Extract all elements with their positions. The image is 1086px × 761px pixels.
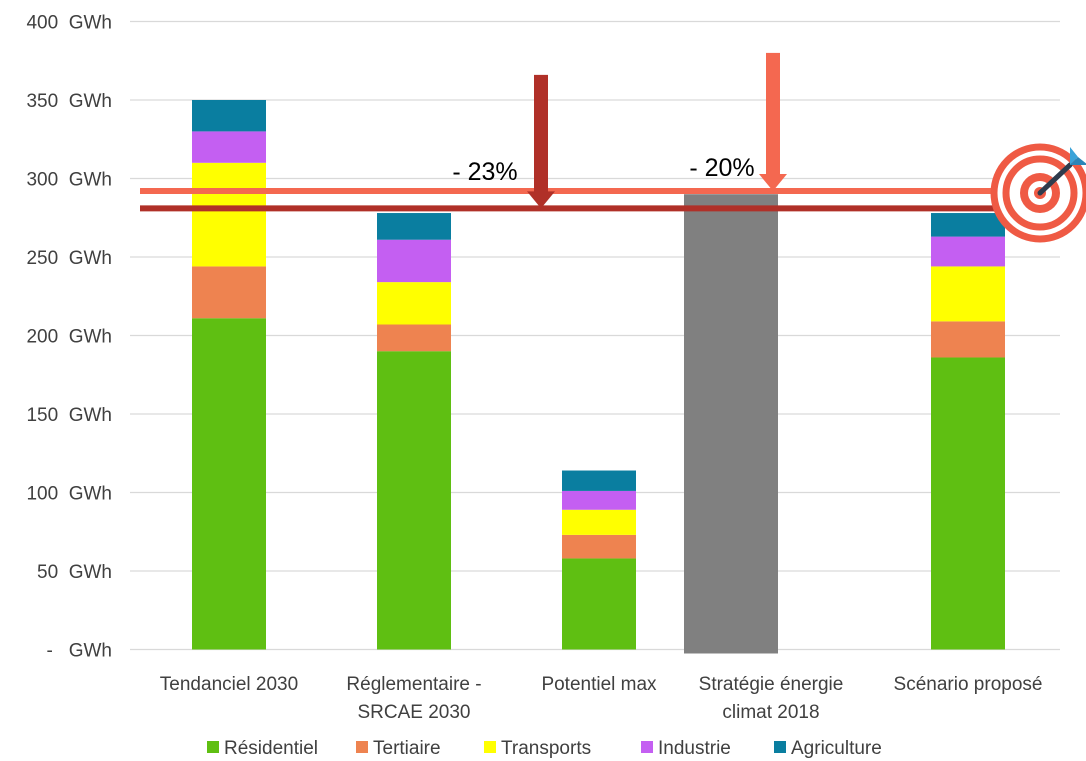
percentage-label: - 20% (689, 154, 754, 182)
arrow-head (527, 191, 555, 209)
legend-swatch (356, 741, 368, 753)
bar-segment-industrie (562, 490, 636, 510)
x-tick-label: Tendanciel 2030 (160, 674, 298, 695)
bar-segment-résidentiel (931, 357, 1005, 650)
x-tick-label: climat 2018 (722, 702, 819, 723)
bar-segment-transports (562, 509, 636, 535)
bar-segment-tertiaire (377, 324, 451, 352)
percentage-label: - 23% (452, 158, 517, 186)
bar-segment-résidentiel (377, 351, 451, 650)
bar-segment-industrie (377, 239, 451, 283)
bars (192, 100, 1005, 654)
arrow-head (759, 174, 787, 192)
bar-segment-agriculture (377, 213, 451, 240)
legend-label: Agriculture (791, 738, 882, 759)
legend-label: Industrie (658, 738, 731, 759)
y-tick-label: 350 GWh (26, 91, 112, 112)
bar-segment-agriculture (562, 470, 636, 491)
bar-segment-industrie (192, 131, 266, 163)
bar-segment-résidentiel (562, 558, 636, 650)
y-tick-label: 300 GWh (26, 170, 112, 191)
y-axis: - GWh 50 GWh 100 GWh 150 GWh 200 GWh 250 GWh 3… (26, 13, 112, 662)
y-tick-label: 100 GWh (26, 484, 112, 505)
bar-segment-transports (192, 162, 266, 267)
legend-swatch (484, 741, 496, 753)
legend-swatch (641, 741, 653, 753)
arrow-shaft (534, 74, 548, 193)
y-tick-label: 50 GWh (37, 562, 112, 583)
x-tick-label: SRCAE 2030 (357, 702, 470, 723)
bar-segment-résidentiel (192, 318, 266, 650)
legend-swatch (207, 741, 219, 753)
x-tick-label: Potentiel max (541, 674, 657, 695)
legend-label: Transports (501, 738, 591, 759)
bar-segment-transports (377, 282, 451, 325)
gridlines (130, 20, 1060, 651)
bar-segment-agriculture (192, 100, 266, 132)
bar-segment-tertiaire (562, 534, 636, 559)
x-tick-label: Réglementaire - (346, 674, 481, 695)
legend: Résidentiel Tertiaire Transports Industrie A… (207, 738, 882, 759)
bar-total (684, 194, 778, 654)
bar-segment-agriculture (931, 213, 1005, 237)
legend-swatch (774, 741, 786, 753)
bar-segment-tertiaire (931, 321, 1005, 358)
bar-segment-industrie (931, 236, 1005, 267)
bar-segment-transports (931, 266, 1005, 322)
y-tick-label: 250 GWh (26, 248, 112, 269)
target-icon (990, 143, 1086, 243)
x-axis: Tendanciel 2030 Réglementaire - SRCAE 2030… (160, 674, 1043, 723)
legend-label: Résidentiel (224, 738, 318, 759)
y-tick-label: 200 GWh (26, 327, 112, 348)
legend-label: Tertiaire (373, 738, 441, 759)
arrow-shaft (766, 52, 780, 176)
x-tick-label: Stratégie énergie (699, 674, 844, 695)
x-tick-label: Scénario proposé (894, 674, 1043, 695)
y-tick-label: 400 GWh (26, 13, 112, 34)
y-tick-label: - GWh (47, 641, 112, 662)
annotations: - 23% - 20% (452, 52, 787, 209)
reference-lines (140, 188, 1010, 212)
y-tick-label: 150 GWh (26, 405, 112, 426)
bar-segment-tertiaire (192, 266, 266, 319)
